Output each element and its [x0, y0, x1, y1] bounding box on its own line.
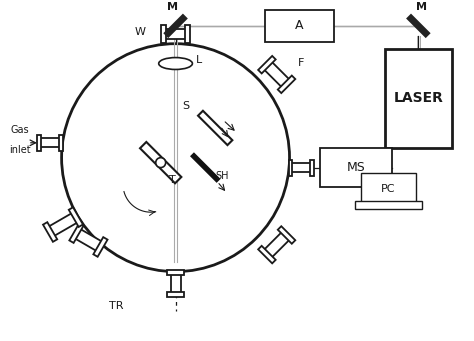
- Polygon shape: [198, 111, 232, 145]
- Text: MS: MS: [346, 161, 365, 174]
- Text: TR: TR: [109, 301, 123, 311]
- Text: W: W: [135, 27, 146, 37]
- Polygon shape: [140, 142, 182, 183]
- Bar: [385, 49, 452, 148]
- Polygon shape: [263, 61, 291, 88]
- Polygon shape: [258, 56, 276, 73]
- Text: F: F: [298, 58, 304, 68]
- Polygon shape: [164, 29, 187, 39]
- Bar: [355, 201, 422, 209]
- Polygon shape: [185, 25, 190, 43]
- Polygon shape: [263, 231, 291, 258]
- Polygon shape: [167, 292, 184, 297]
- Text: M: M: [416, 2, 427, 12]
- Text: T: T: [169, 176, 176, 186]
- Bar: [265, 10, 334, 42]
- Text: M: M: [167, 2, 178, 12]
- Polygon shape: [171, 272, 181, 294]
- Bar: [361, 173, 416, 206]
- Polygon shape: [258, 246, 276, 263]
- Text: PC: PC: [382, 184, 396, 194]
- Text: L: L: [195, 55, 201, 64]
- Polygon shape: [310, 160, 314, 176]
- Text: S: S: [182, 101, 189, 111]
- Text: Gas: Gas: [10, 125, 29, 135]
- Polygon shape: [37, 135, 41, 151]
- Text: inlet: inlet: [9, 145, 31, 155]
- Text: A: A: [295, 19, 304, 32]
- Polygon shape: [93, 237, 108, 257]
- Circle shape: [62, 44, 290, 272]
- Polygon shape: [59, 135, 63, 151]
- Polygon shape: [69, 207, 83, 227]
- Polygon shape: [278, 226, 295, 244]
- Polygon shape: [39, 138, 61, 147]
- Text: LASER: LASER: [393, 91, 443, 105]
- Polygon shape: [289, 160, 292, 176]
- Text: SH: SH: [215, 170, 228, 180]
- Polygon shape: [69, 223, 83, 243]
- Bar: [320, 148, 392, 188]
- Polygon shape: [161, 25, 166, 43]
- Polygon shape: [291, 163, 312, 172]
- Polygon shape: [278, 76, 295, 93]
- Polygon shape: [73, 228, 103, 252]
- Polygon shape: [47, 212, 79, 237]
- Ellipse shape: [159, 58, 192, 70]
- Polygon shape: [43, 222, 57, 242]
- Polygon shape: [167, 270, 184, 275]
- Circle shape: [156, 158, 165, 167]
